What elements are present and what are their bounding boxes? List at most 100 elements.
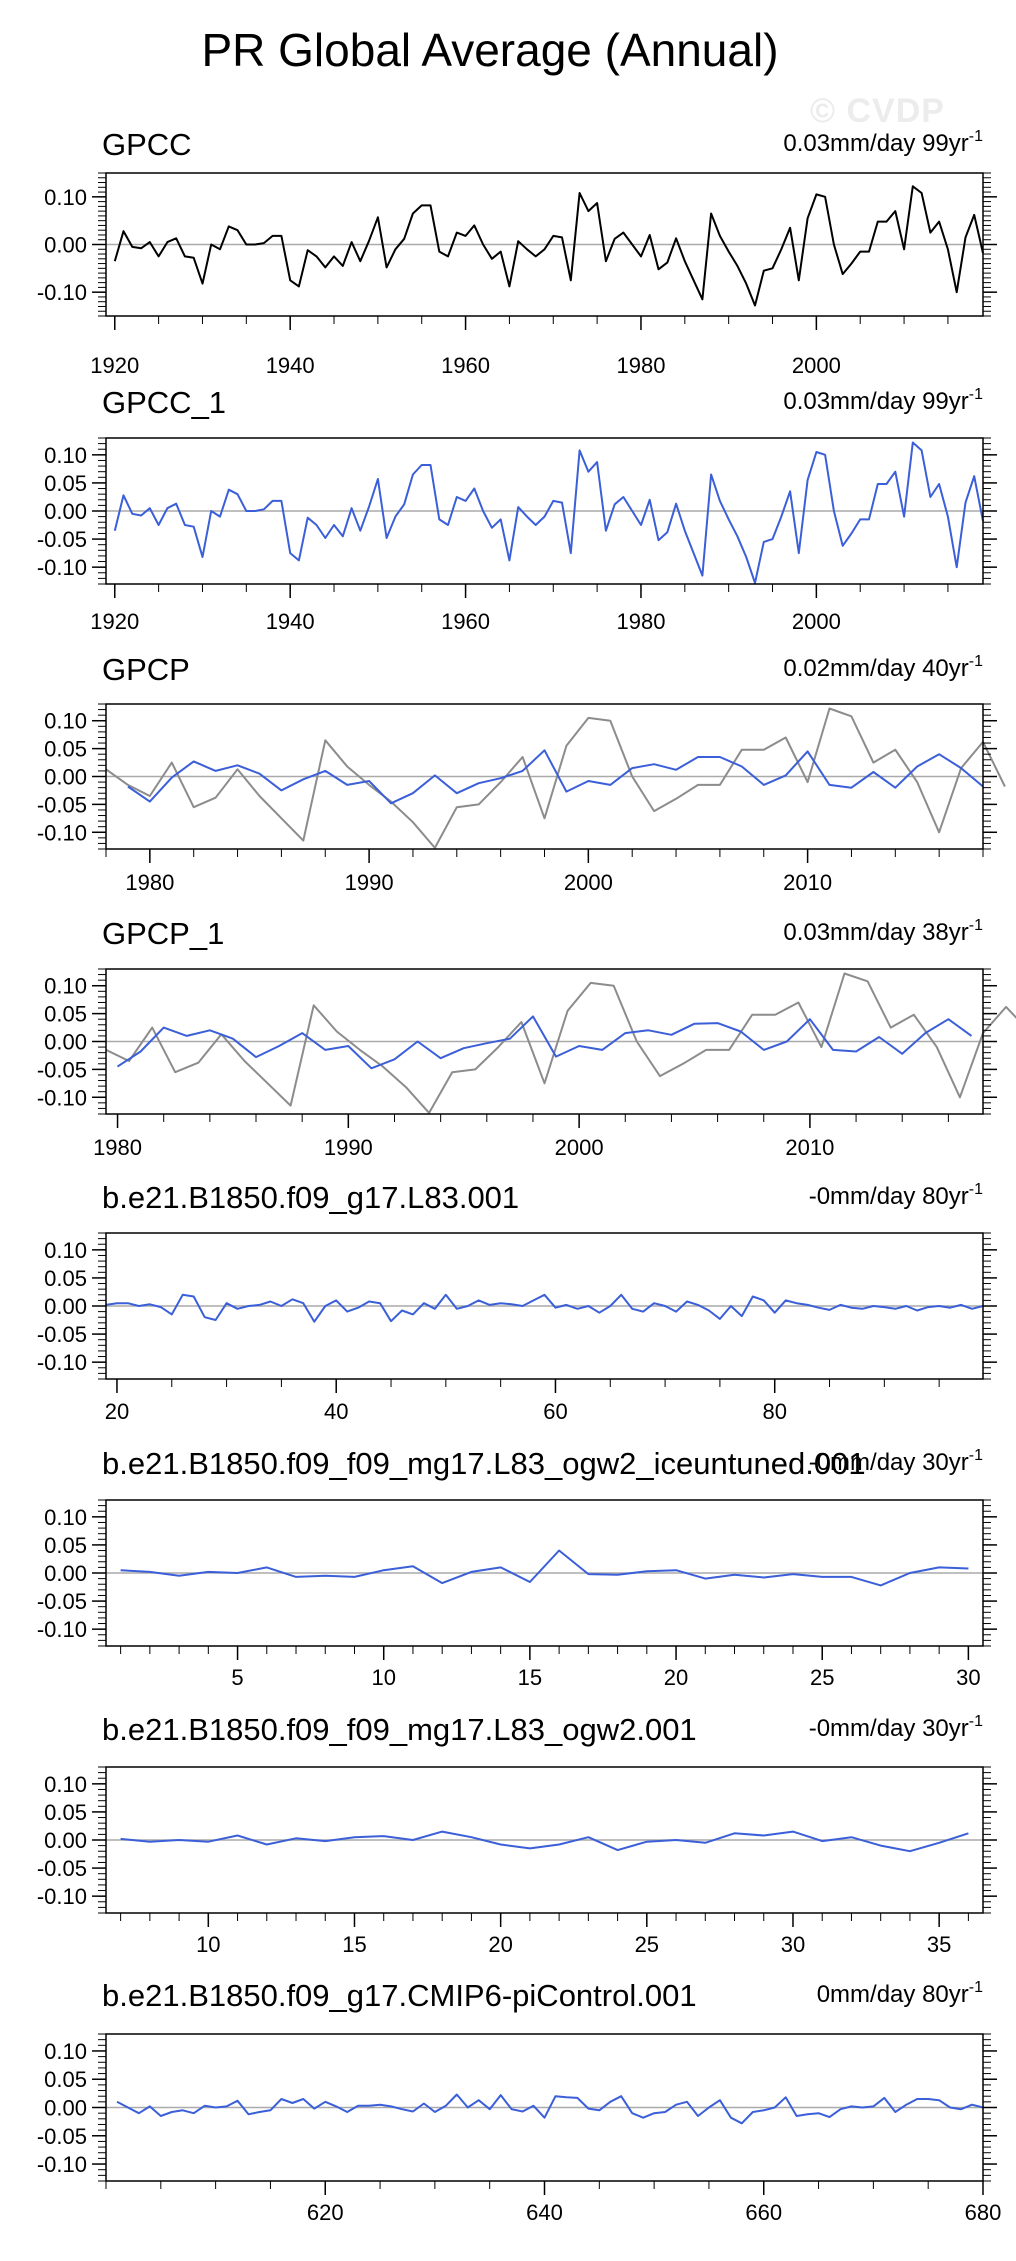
x-tick-label: 1990 <box>345 870 394 895</box>
x-tick-label: 2000 <box>564 870 613 895</box>
panel-stats: 0.03mm/day 99yr-1 <box>783 386 983 415</box>
y-tick-label: 0.10 <box>44 1505 87 1530</box>
x-tick-label: 1920 <box>90 609 139 634</box>
y-tick-label: 0.00 <box>44 1294 87 1319</box>
chart-panel-2: GPCC_1 0.03mm/day 99yr-1 0.10 0.05 0.00 -0.05… <box>37 385 997 634</box>
y-tick-label: 0.10 <box>44 185 87 210</box>
panel-stats: -0mm/day 80yr-1 <box>809 1181 983 1210</box>
y-tick-label: 0.00 <box>44 1828 87 1853</box>
panel-title: b.e21.B1850.f09_f09_mg17.L83_ogw2_iceunt… <box>102 1446 866 1481</box>
y-tick-label: -0.05 <box>37 527 87 552</box>
series-line <box>116 1015 973 1070</box>
x-tick-label: 1960 <box>441 609 490 634</box>
series-line <box>120 1549 969 1587</box>
stats-value: 0mm/day 80yr <box>817 1981 969 2008</box>
x-tick-label: 1960 <box>441 353 490 378</box>
series-line <box>127 749 984 805</box>
x-tick-label: 620 <box>307 2200 344 2225</box>
chart-panel-1: GPCC 0.03mm/day 99yr-1 0.10 0.00 -0.10 1920 19… <box>37 127 997 378</box>
chart-panel-6: b.e21.B1850.f09_f09_mg17.L83_ogw2_iceunt… <box>37 1446 997 1690</box>
series-line <box>113 185 984 307</box>
y-tick-label: -0.10 <box>37 1085 87 1110</box>
panel-title: b.e21.B1850.f09_f09_mg17.L83_ogw2.001 <box>102 1712 697 1747</box>
chart-panel-7: b.e21.B1850.f09_f09_mg17.L83_ogw2.001 -0m… <box>37 1712 997 1957</box>
stats-value: 0.03mm/day 99yr <box>783 388 968 415</box>
y-tick-label: -0.10 <box>37 280 87 305</box>
x-tick-label: 1990 <box>324 1135 373 1160</box>
panel-stats: -0mm/day 30yr-1 <box>809 1447 983 1476</box>
x-tick-label: 10 <box>196 1932 220 1957</box>
panel-title: GPCP_1 <box>102 916 224 951</box>
stats-superscript: -1 <box>969 1447 983 1464</box>
stats-value: -0mm/day 30yr <box>809 1449 969 1476</box>
stats-value: 0.03mm/day 38yr <box>783 919 968 946</box>
stats-superscript: -1 <box>969 1181 983 1198</box>
y-tick-label: 0.10 <box>44 1238 87 1263</box>
panel-stats: -0mm/day 30yr-1 <box>809 1713 983 1742</box>
x-tick-label: 1980 <box>125 870 174 895</box>
x-tick-label: 640 <box>526 2200 563 2225</box>
x-tick-label: 2000 <box>555 1135 604 1160</box>
x-tick-label: 80 <box>762 1399 786 1424</box>
y-tick-label: 0.05 <box>44 2067 87 2092</box>
series-line <box>113 441 984 584</box>
stats-superscript: -1 <box>969 917 983 934</box>
y-tick-label: 0.00 <box>44 499 87 524</box>
x-tick-label: 20 <box>105 1399 129 1424</box>
chart-panel-4: GPCP_1 0.03mm/day 38yr-1 0.10 0.05 0.00-0.05… <box>37 916 1016 1160</box>
y-tick-label: -0.10 <box>37 1617 87 1642</box>
x-tick-label: 2010 <box>785 1135 834 1160</box>
y-tick-label: 0.05 <box>44 1002 87 1027</box>
y-tick-label: 0.10 <box>44 443 87 468</box>
x-tick-label: 20 <box>488 1932 512 1957</box>
x-tick-label: 20 <box>664 1665 688 1690</box>
x-tick-label: 1980 <box>616 353 665 378</box>
panel-stats: 0.02mm/day 40yr-1 <box>783 653 983 682</box>
y-tick-label: 0.10 <box>44 2039 87 2064</box>
y-tick-label: -0.05 <box>37 1057 87 1082</box>
chart-panel-5: b.e21.B1850.f09_g17.L83.001 -0mm/day 80yr… <box>37 1180 997 1424</box>
stats-value: -0mm/day 30yr <box>809 1715 969 1742</box>
y-tick-label: -0.05 <box>37 2124 87 2149</box>
panel-title: GPCC <box>102 127 192 162</box>
y-tick-label: 0.00 <box>44 765 87 790</box>
stats-superscript: -1 <box>969 653 983 670</box>
series-line <box>120 1830 969 1853</box>
x-tick-label: 10 <box>371 1665 395 1690</box>
panel-title: GPCC_1 <box>102 385 226 420</box>
x-tick-label: 30 <box>956 1665 980 1690</box>
panel-stats: 0.03mm/day 38yr-1 <box>783 917 983 946</box>
y-tick-label: 0.00 <box>44 1561 87 1586</box>
x-tick-label: 1940 <box>266 353 315 378</box>
y-tick-label: -0.10 <box>37 2152 87 2177</box>
stats-superscript: -1 <box>969 1979 983 1996</box>
x-tick-label: 1920 <box>90 353 139 378</box>
x-tick-label: 25 <box>810 1665 834 1690</box>
stats-value: 0.03mm/day 99yr <box>783 130 968 157</box>
y-tick-label: 0.00 <box>44 233 87 258</box>
series-line <box>105 1293 984 1323</box>
y-tick-label: 0.00 <box>44 2096 87 2121</box>
x-tick-label: 1980 <box>93 1135 142 1160</box>
series-line <box>116 2093 984 2125</box>
y-tick-label: -0.05 <box>37 1856 87 1881</box>
y-tick-label: -0.10 <box>37 555 87 580</box>
stats-superscript: -1 <box>969 1713 983 1730</box>
x-tick-label: 1980 <box>616 609 665 634</box>
stats-value: -0mm/day 80yr <box>809 1183 969 1210</box>
y-tick-label: 0.00 <box>44 1030 87 1055</box>
stats-superscript: -1 <box>969 386 983 403</box>
panel-title: b.e21.B1850.f09_g17.CMIP6-piControl.001 <box>102 1978 697 2013</box>
x-tick-label: 1940 <box>266 609 315 634</box>
y-tick-label: 0.05 <box>44 1266 87 1291</box>
x-tick-label: 15 <box>342 1932 366 1957</box>
panel-stats: 0mm/day 80yr-1 <box>817 1979 983 2008</box>
panel-title: GPCP <box>102 652 190 687</box>
x-tick-label: 40 <box>324 1399 348 1424</box>
y-tick-label: -0.10 <box>37 820 87 845</box>
x-tick-label: 2010 <box>783 870 832 895</box>
x-tick-label: 60 <box>543 1399 567 1424</box>
y-tick-label: 0.05 <box>44 1533 87 1558</box>
y-tick-label: 0.10 <box>44 1772 87 1797</box>
